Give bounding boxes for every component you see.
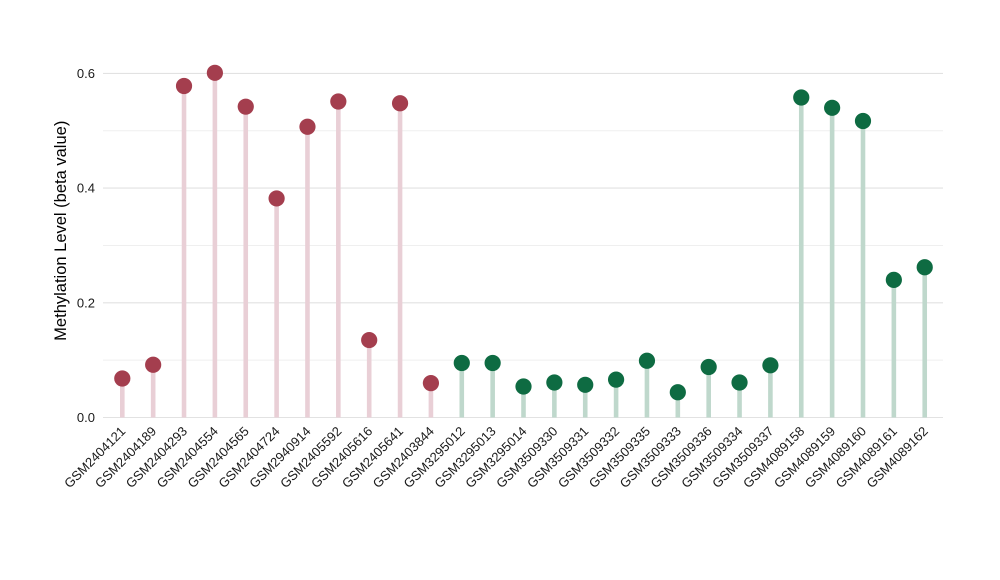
y-tick-label: 0.4 bbox=[77, 181, 95, 196]
data-point bbox=[824, 99, 841, 116]
data-point bbox=[484, 354, 501, 372]
data-point bbox=[299, 118, 316, 135]
data-point bbox=[114, 370, 131, 387]
data-point bbox=[515, 378, 532, 395]
data-point bbox=[422, 374, 440, 392]
data-point bbox=[854, 112, 872, 130]
data-point bbox=[762, 357, 779, 374]
data-point bbox=[453, 354, 470, 372]
data-point bbox=[330, 93, 347, 110]
data-point bbox=[607, 371, 625, 388]
data-point bbox=[577, 376, 594, 393]
data-point bbox=[885, 271, 902, 288]
data-point bbox=[546, 374, 563, 391]
y-tick-label: 0.0 bbox=[77, 410, 95, 425]
y-axis-title: Methylation Level (beta value) bbox=[52, 121, 70, 341]
data-point bbox=[237, 98, 254, 115]
data-point bbox=[175, 77, 193, 95]
data-point bbox=[268, 190, 285, 207]
data-point bbox=[731, 374, 748, 391]
data-point bbox=[916, 259, 933, 276]
data-point bbox=[638, 352, 656, 369]
data-point bbox=[206, 64, 223, 81]
y-tick-label: 0.6 bbox=[77, 66, 95, 81]
data-point bbox=[669, 384, 686, 401]
data-point bbox=[391, 95, 409, 112]
data-point bbox=[700, 358, 717, 376]
data-point bbox=[361, 331, 378, 349]
y-tick-label: 0.2 bbox=[77, 295, 95, 310]
data-point bbox=[145, 356, 162, 373]
data-point bbox=[793, 89, 810, 106]
